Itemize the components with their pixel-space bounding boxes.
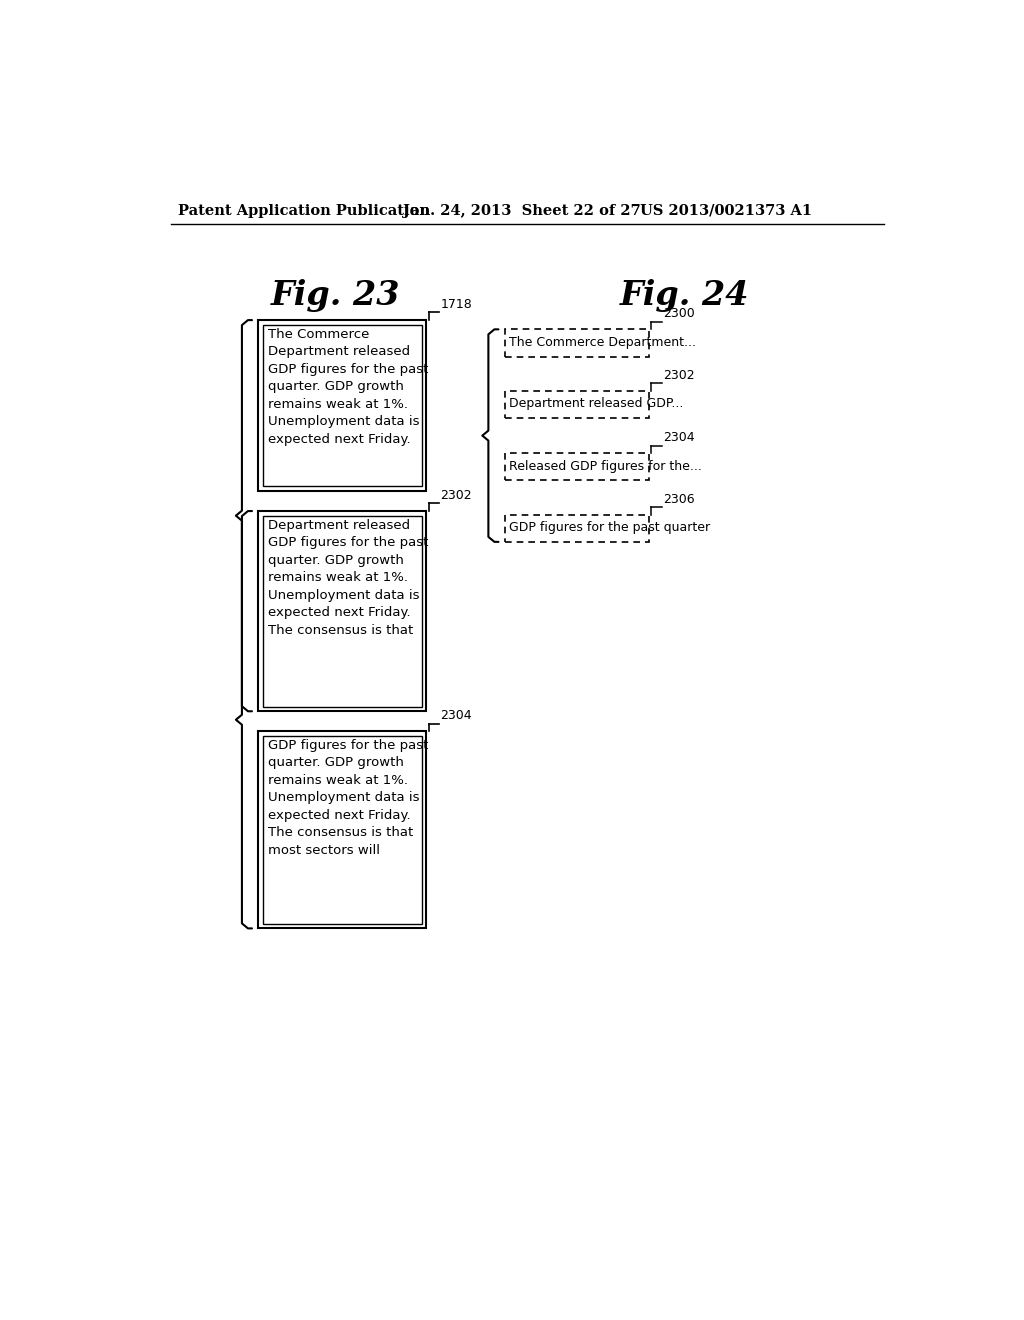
- Text: 1718: 1718: [440, 298, 472, 312]
- Bar: [263, 325, 422, 487]
- Text: Fig. 24: Fig. 24: [620, 279, 750, 312]
- Text: 2302: 2302: [440, 488, 472, 502]
- Text: The Commerce
Department released
GDP figures for the past
quarter. GDP growth
re: The Commerce Department released GDP fig…: [267, 327, 428, 446]
- Bar: [258, 511, 426, 711]
- Text: 2300: 2300: [664, 308, 695, 321]
- Text: Released GDP figures for the...: Released GDP figures for the...: [509, 459, 701, 473]
- Text: The Commerce Department...: The Commerce Department...: [509, 335, 695, 348]
- Text: GDP figures for the past
quarter. GDP growth
remains weak at 1%.
Unemployment da: GDP figures for the past quarter. GDP gr…: [267, 739, 428, 857]
- Text: US 2013/0021373 A1: US 2013/0021373 A1: [640, 203, 812, 218]
- Text: 2304: 2304: [664, 432, 695, 444]
- Text: Fig. 23: Fig. 23: [271, 279, 400, 312]
- Text: 2306: 2306: [664, 492, 695, 506]
- Text: Jan. 24, 2013  Sheet 22 of 27: Jan. 24, 2013 Sheet 22 of 27: [403, 203, 641, 218]
- Bar: [258, 321, 426, 491]
- Text: Department released
GDP figures for the past
quarter. GDP growth
remains weak at: Department released GDP figures for the …: [267, 519, 428, 636]
- Bar: [505, 391, 649, 418]
- Bar: [505, 330, 649, 358]
- Bar: [263, 737, 422, 924]
- Bar: [505, 453, 649, 480]
- Text: 2302: 2302: [664, 368, 695, 381]
- Text: Patent Application Publication: Patent Application Publication: [178, 203, 430, 218]
- Text: 2304: 2304: [440, 709, 472, 722]
- Text: Department released GDP...: Department released GDP...: [509, 397, 683, 411]
- Bar: [258, 731, 426, 928]
- Bar: [263, 516, 422, 706]
- Text: GDP figures for the past quarter: GDP figures for the past quarter: [509, 521, 710, 535]
- Bar: [505, 515, 649, 543]
